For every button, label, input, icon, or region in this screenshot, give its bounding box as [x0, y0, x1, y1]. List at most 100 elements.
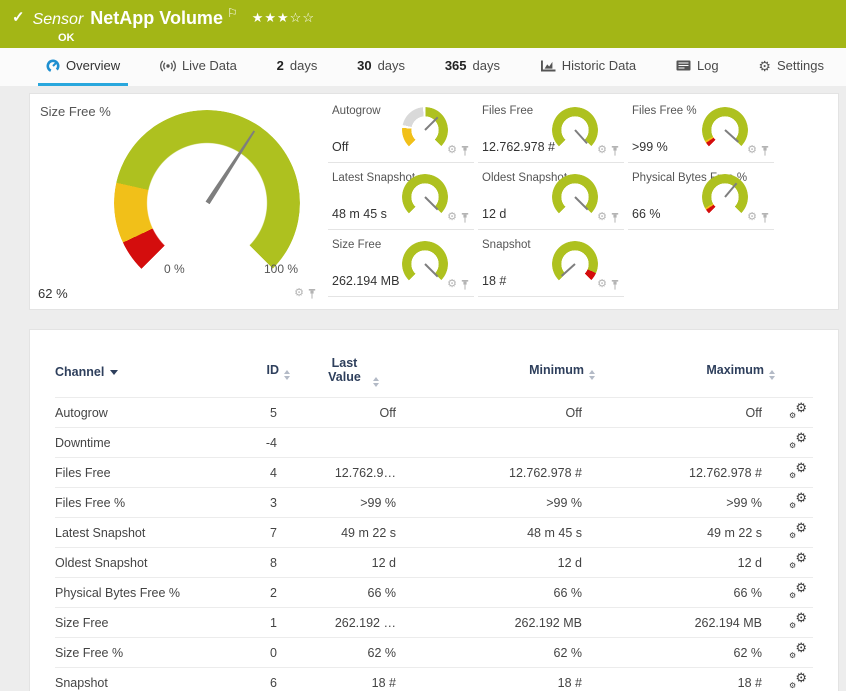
channel-settings-icon[interactable]: ⚙ ⚙: [789, 639, 807, 660]
channel-settings-icon[interactable]: ⚙ ⚙: [789, 519, 807, 540]
gauge-tile[interactable]: Files Free 12.762.978 # ⚙: [478, 96, 624, 163]
tab-historic-data[interactable]: Historic Data: [532, 48, 644, 86]
cell-channel: Files Free %: [55, 495, 126, 510]
gauge-title: Files Free %: [632, 105, 697, 117]
settings-gear-icon[interactable]: ⚙: [597, 211, 607, 223]
cell-maximum: 12.762.978 #: [689, 465, 762, 480]
gauge-tile[interactable]: Oldest Snapshot 12 d ⚙: [478, 163, 624, 230]
column-header-maximum[interactable]: Maximum: [595, 363, 775, 380]
tab-365-days[interactable]: 365 days: [437, 48, 508, 86]
channel-settings-icon[interactable]: ⚙ ⚙: [789, 429, 807, 450]
table-row[interactable]: Oldest Snapshot 8 12 d 12 d 12 d ⚙ ⚙: [55, 547, 813, 577]
settings-gear-icon[interactable]: ⚙: [747, 144, 757, 156]
cell-minimum: >99 %: [546, 495, 582, 510]
priority-stars[interactable]: ★★★☆☆: [251, 10, 315, 25]
pin-icon[interactable]: [461, 280, 469, 290]
pin-icon[interactable]: [611, 280, 619, 290]
column-header-channel[interactable]: Channel: [55, 365, 225, 379]
gauge-mini-icons: ⚙: [597, 279, 619, 290]
channel-settings-icon[interactable]: ⚙ ⚙: [789, 399, 807, 420]
gauge-title: Latest Snapshot: [332, 172, 416, 184]
sort-icon: [589, 370, 595, 380]
gear-icon: ⚙: [758, 57, 771, 74]
cell-last-value: 12 d: [371, 555, 396, 570]
channel-settings-icon[interactable]: ⚙ ⚙: [789, 579, 807, 600]
flag-icon[interactable]: ⚐: [226, 6, 238, 20]
cell-maximum: 66 %: [733, 585, 763, 600]
pin-icon[interactable]: [611, 213, 619, 223]
pin-icon[interactable]: [761, 146, 769, 156]
tab-live-data[interactable]: Live Data: [152, 48, 245, 86]
tab-label: Live Data: [181, 58, 237, 73]
gauge-tile[interactable]: Size Free 262.194 MB ⚙: [328, 230, 474, 297]
cell-channel: Size Free %: [55, 645, 124, 660]
table-row[interactable]: Autogrow 5 Off Off Off ⚙ ⚙: [55, 397, 813, 427]
tab-label: Settings: [776, 58, 824, 73]
settings-gear-icon[interactable]: ⚙: [597, 144, 607, 156]
gauge-tile[interactable]: Physical Bytes Free % 66 % ⚙: [628, 163, 774, 230]
column-header-last-value[interactable]: Last Value: [290, 356, 410, 387]
cell-maximum: 262.194 MB: [694, 615, 762, 630]
sensor-kind-label: Sensor: [32, 11, 84, 28]
table-row[interactable]: Size Free 1 262.192 … 262.192 MB 262.194…: [55, 607, 813, 637]
column-header-id[interactable]: ID: [225, 363, 290, 380]
pin-icon[interactable]: [461, 146, 469, 156]
settings-gear-icon[interactable]: ⚙: [597, 278, 607, 290]
cell-id: 0: [270, 645, 277, 660]
settings-gear-icon[interactable]: ⚙: [447, 211, 457, 223]
main-gauge-tile[interactable]: Size Free % 0 % 100 % 62 % ⚙: [36, 94, 328, 309]
pin-icon[interactable]: [611, 146, 619, 156]
cell-last-value: 66 %: [367, 585, 397, 600]
channel-settings-icon[interactable]: ⚙ ⚙: [789, 489, 807, 510]
sort-icon: [284, 370, 290, 380]
tab-log[interactable]: Log: [668, 48, 727, 86]
main-gauge-max-label: 100 %: [264, 262, 299, 276]
table-row[interactable]: Latest Snapshot 7 49 m 22 s 48 m 45 s 49…: [55, 517, 813, 547]
cell-minimum: 18 #: [557, 675, 582, 690]
cell-id: 3: [270, 495, 277, 510]
column-header-minimum[interactable]: Minimum: [410, 363, 595, 380]
tab-settings[interactable]: ⚙ Settings: [750, 48, 832, 86]
main-gauge-min-label: 0 %: [164, 262, 185, 276]
channel-settings-icon[interactable]: ⚙ ⚙: [789, 609, 807, 630]
table-row[interactable]: Files Free 4 12.762.9… 12.762.978 # 12.7…: [55, 457, 813, 487]
pin-icon[interactable]: [761, 213, 769, 223]
table-row[interactable]: Size Free % 0 62 % 62 % 62 % ⚙ ⚙: [55, 637, 813, 667]
cell-last-value: 49 m 22 s: [341, 525, 396, 540]
gauge-tile[interactable]: Autogrow Off ⚙: [328, 96, 474, 163]
cell-minimum: 12 d: [557, 555, 582, 570]
cell-channel: Files Free: [55, 465, 111, 480]
tab-overview[interactable]: Overview: [38, 48, 129, 86]
tab-30-days[interactable]: 30 days: [349, 48, 413, 86]
gauge-mini-icons: ⚙: [447, 279, 469, 290]
settings-gear-icon[interactable]: ⚙: [447, 278, 457, 290]
cell-maximum: 49 m 22 s: [707, 525, 762, 540]
tab-2-days[interactable]: 2 days: [269, 48, 326, 86]
cell-id: 7: [270, 525, 277, 540]
gauge-tile[interactable]: Latest Snapshot 48 m 45 s ⚙: [328, 163, 474, 230]
gauge-value: 12 d: [482, 207, 507, 221]
gauge-value: 66 %: [632, 207, 661, 221]
cell-channel: Physical Bytes Free %: [55, 585, 181, 600]
table-row[interactable]: Downtime -4 ⚙ ⚙: [55, 427, 813, 457]
channel-settings-icon[interactable]: ⚙ ⚙: [789, 669, 807, 690]
gauge-tile[interactable]: Files Free % >99 % ⚙: [628, 96, 774, 163]
settings-gear-icon[interactable]: ⚙: [447, 144, 457, 156]
settings-gear-icon[interactable]: ⚙: [747, 211, 757, 223]
cell-id: 8: [270, 555, 277, 570]
pin-icon[interactable]: [461, 213, 469, 223]
channel-settings-icon[interactable]: ⚙ ⚙: [789, 549, 807, 570]
tab-label: days: [289, 58, 318, 73]
gauge-icon: [46, 59, 60, 72]
pin-icon[interactable]: [308, 289, 316, 299]
gauge-title: Files Free: [482, 105, 534, 117]
channel-settings-icon[interactable]: ⚙ ⚙: [789, 459, 807, 480]
settings-gear-icon[interactable]: ⚙: [294, 287, 304, 299]
gauge-tile[interactable]: Snapshot 18 # ⚙: [478, 230, 624, 297]
sensor-header: ✓ Sensor NetApp Volume ⚐ ★★★☆☆ OK: [0, 0, 846, 48]
table-row[interactable]: Files Free % 3 >99 % >99 % >99 % ⚙ ⚙: [55, 487, 813, 517]
tab-label: days: [472, 58, 500, 73]
table-row[interactable]: Snapshot 6 18 # 18 # 18 # ⚙ ⚙: [55, 667, 813, 691]
cell-id: 5: [270, 405, 277, 420]
table-row[interactable]: Physical Bytes Free % 2 66 % 66 % 66 % ⚙…: [55, 577, 813, 607]
